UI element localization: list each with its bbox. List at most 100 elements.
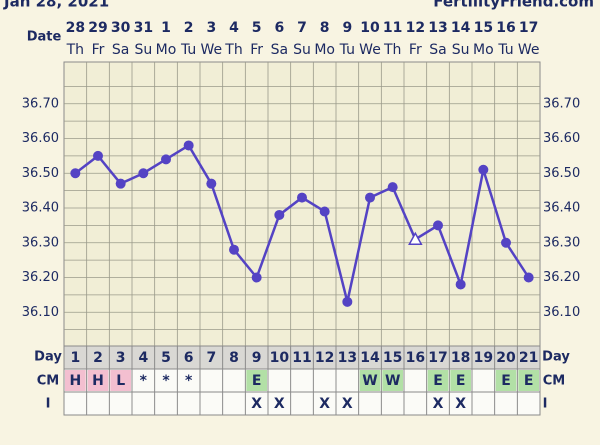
header-date: Jan 28, 2021 xyxy=(3,0,109,11)
weekday-label: We xyxy=(518,42,540,58)
day-number: 1 xyxy=(70,350,80,366)
y-tick-label: 36.20 xyxy=(22,270,59,285)
intercourse-value: X xyxy=(251,396,262,412)
cm-label: CM xyxy=(37,374,59,389)
y-tick-label-right: 36.60 xyxy=(543,131,580,146)
intercourse-value: X xyxy=(342,396,353,412)
cm-value: H xyxy=(69,373,81,389)
temperature-point xyxy=(183,140,194,151)
weekday-label: Mo xyxy=(156,42,177,58)
cm-value: * xyxy=(185,373,193,389)
intercourse-value: X xyxy=(319,396,330,412)
day-label: Day xyxy=(34,350,62,365)
date-label: 29 xyxy=(88,20,107,36)
temperature-point xyxy=(433,220,443,231)
day-number: 6 xyxy=(184,350,194,366)
date-label: 15 xyxy=(474,20,493,36)
day-number: 7 xyxy=(206,350,216,366)
date-label: 8 xyxy=(320,20,330,36)
weekday-label: Fr xyxy=(250,42,263,58)
day-number: 15 xyxy=(383,350,402,366)
weekday-label: Tu xyxy=(180,42,196,58)
date-label: 11 xyxy=(383,20,402,36)
y-tick-label-right: 36.50 xyxy=(543,166,580,181)
date-label: 28 xyxy=(66,20,85,36)
date-label: 5 xyxy=(252,20,262,36)
cm-value: E xyxy=(501,373,511,389)
temperature-point xyxy=(297,192,307,203)
date-label: 30 xyxy=(111,20,131,36)
i-label: I xyxy=(46,397,51,412)
cm-value: W xyxy=(385,373,400,389)
cm-value: L xyxy=(116,373,125,389)
weekday-label: Tu xyxy=(339,42,355,58)
temperature-point xyxy=(387,182,398,193)
temperature-point xyxy=(342,296,353,307)
date-label: 7 xyxy=(297,20,307,36)
day-number: 5 xyxy=(161,350,171,366)
temperature-point xyxy=(93,150,103,161)
day-number: 12 xyxy=(315,350,334,366)
y-tick-label-right: 36.70 xyxy=(543,96,580,111)
day-number: 19 xyxy=(474,350,493,366)
day-number: 17 xyxy=(428,350,447,366)
y-tick-label-right: 36.20 xyxy=(543,270,580,285)
plot-area xyxy=(63,61,541,348)
day-number: 11 xyxy=(292,350,311,366)
date-label: 16 xyxy=(496,20,515,36)
site-name: FertilityFriend.com xyxy=(433,0,594,11)
day-number: 4 xyxy=(138,350,148,366)
temperature-point xyxy=(319,206,330,217)
cm-cell xyxy=(427,370,449,391)
day-number: 21 xyxy=(519,350,538,366)
weekday-label: Fr xyxy=(409,42,422,58)
temperature-point xyxy=(478,164,489,175)
temperature-point xyxy=(501,237,511,248)
y-tick-label-right: 36.40 xyxy=(543,201,580,216)
temperature-point xyxy=(161,154,171,165)
intercourse-value: X xyxy=(455,396,466,412)
y-tick-label-right: 36.30 xyxy=(543,235,580,250)
cm-cell xyxy=(359,370,381,391)
date-label: 2 xyxy=(184,20,194,36)
day-number: 8 xyxy=(229,350,239,366)
cm-cell xyxy=(450,370,471,391)
cm-cell xyxy=(110,370,131,391)
cm-cell xyxy=(65,370,86,391)
date-label: 3 xyxy=(206,20,216,36)
cm-cell xyxy=(495,370,517,391)
y-tick-label: 36.30 xyxy=(22,235,59,250)
weekday-label: Mo xyxy=(314,42,335,58)
temperature-point xyxy=(365,192,375,203)
date-label: Date xyxy=(27,30,62,45)
day-number: 9 xyxy=(252,350,262,366)
weekday-label: Mo xyxy=(473,42,494,58)
day-number: 13 xyxy=(338,350,357,366)
weekday-label: Th xyxy=(383,42,401,58)
weekday-label: We xyxy=(359,42,381,58)
weekday-label: Th xyxy=(66,42,84,58)
weekday-label: Sa xyxy=(112,42,129,58)
weekday-label: Sa xyxy=(271,42,288,58)
cm-value: E xyxy=(252,373,262,389)
y-tick-label: 36.40 xyxy=(22,201,59,216)
temperature-point xyxy=(523,272,534,283)
table-cell xyxy=(516,391,541,416)
date-label: 14 xyxy=(451,20,471,36)
weekday-label: Sa xyxy=(429,42,446,58)
cm-cell xyxy=(382,370,403,391)
day-number: 3 xyxy=(116,350,126,366)
cm-cell xyxy=(518,370,539,391)
temperature-point xyxy=(138,168,149,179)
weekday-label: Tu xyxy=(497,42,513,58)
weekday-label: Su xyxy=(452,42,470,58)
cm-value: H xyxy=(92,373,104,389)
date-label: 4 xyxy=(229,20,239,36)
day-number: 14 xyxy=(360,350,380,366)
temperature-point xyxy=(408,231,423,246)
date-label: 31 xyxy=(134,20,153,36)
cm-value: E xyxy=(433,373,443,389)
cm-value: W xyxy=(362,373,377,389)
